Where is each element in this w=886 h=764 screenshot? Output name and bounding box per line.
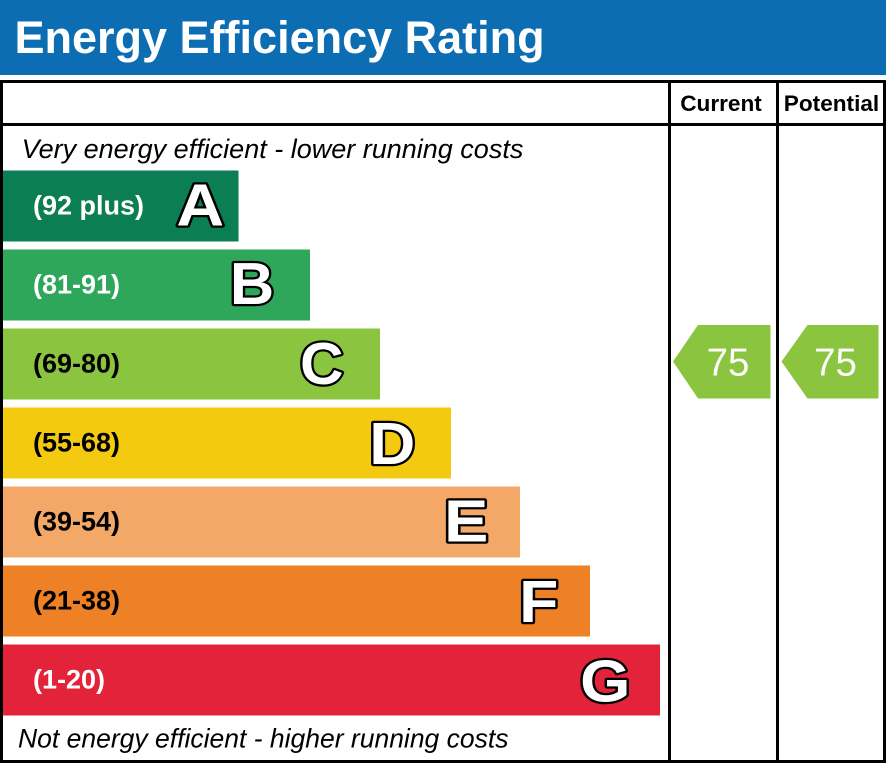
svg-text:Energy Efficiency Rating: Energy Efficiency Rating [15,12,545,63]
svg-text:(55-68): (55-68) [33,427,120,457]
svg-text:75: 75 [707,341,750,384]
svg-text:(81-91): (81-91) [33,269,120,299]
svg-text:D: D [369,411,415,477]
svg-text:(69-80): (69-80) [33,348,120,378]
svg-text:Not energy efficient - higher: Not energy efficient - higher running co… [18,723,509,753]
svg-text:A: A [176,173,224,239]
svg-text:(1-20): (1-20) [33,664,105,694]
svg-text:Very energy efficient - lower: Very energy efficient - lower running co… [22,134,524,164]
svg-text:(21-38): (21-38) [33,585,120,615]
svg-text:(39-54): (39-54) [33,506,120,536]
svg-text:75: 75 [814,341,857,384]
svg-text:(92 plus): (92 plus) [33,190,144,220]
svg-text:E: E [444,488,488,554]
svg-text:G: G [580,648,630,714]
svg-text:Current: Current [680,91,762,116]
svg-text:C: C [300,331,344,397]
svg-text:Potential: Potential [784,91,879,116]
svg-text:B: B [230,251,274,317]
svg-text:F: F [519,569,558,635]
